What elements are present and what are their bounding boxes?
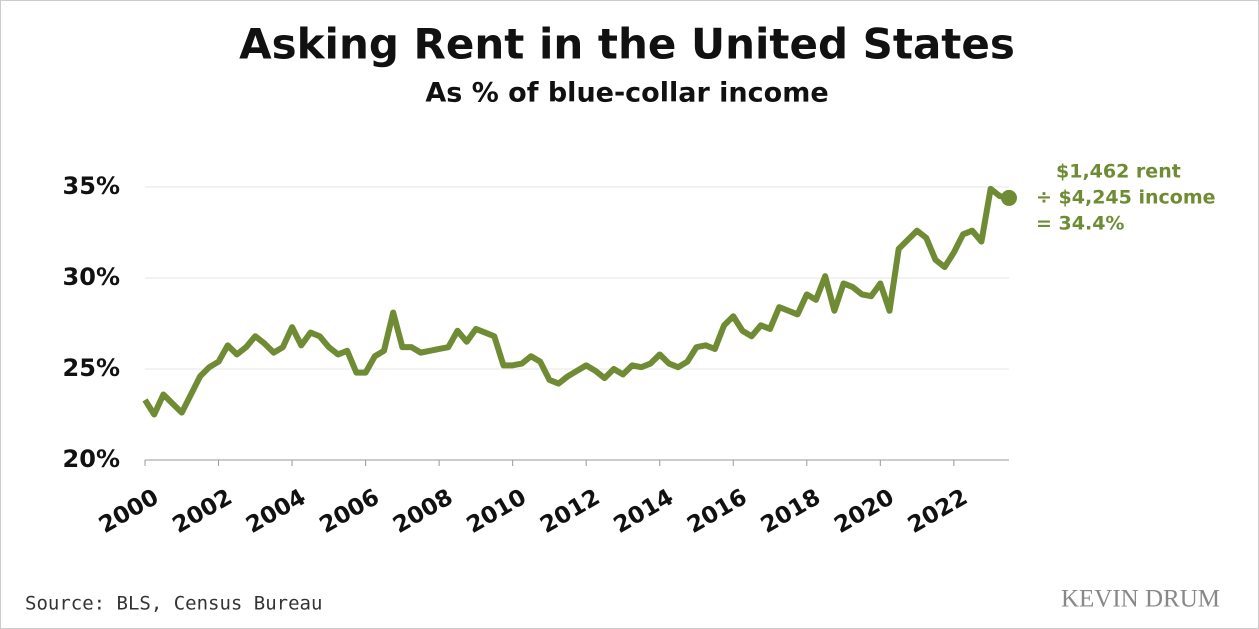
y-tick-label: 20% bbox=[63, 445, 120, 473]
annotation-line: = 34.4% bbox=[1036, 213, 1124, 235]
end-dot bbox=[1001, 189, 1017, 206]
annotation-line: $1,462 rent bbox=[1056, 161, 1181, 183]
y-tick-label: 25% bbox=[63, 354, 120, 382]
chart-title: Asking Rent in the United States bbox=[239, 20, 1015, 69]
y-tick-label: 35% bbox=[63, 172, 120, 200]
line bbox=[142, 185, 1010, 418]
source: Source: BLS, Census Bureau bbox=[25, 593, 322, 615]
y-tick-label: 30% bbox=[63, 263, 120, 291]
chart-subtitle: As % of blue-collar income bbox=[425, 78, 828, 109]
brand: KEVIN DRUM bbox=[1061, 586, 1220, 613]
annotation: $1,462 rent ÷ $4,245 income = 34.4% bbox=[1036, 161, 1216, 235]
annotation-line: ÷ $4,245 income bbox=[1036, 187, 1216, 209]
